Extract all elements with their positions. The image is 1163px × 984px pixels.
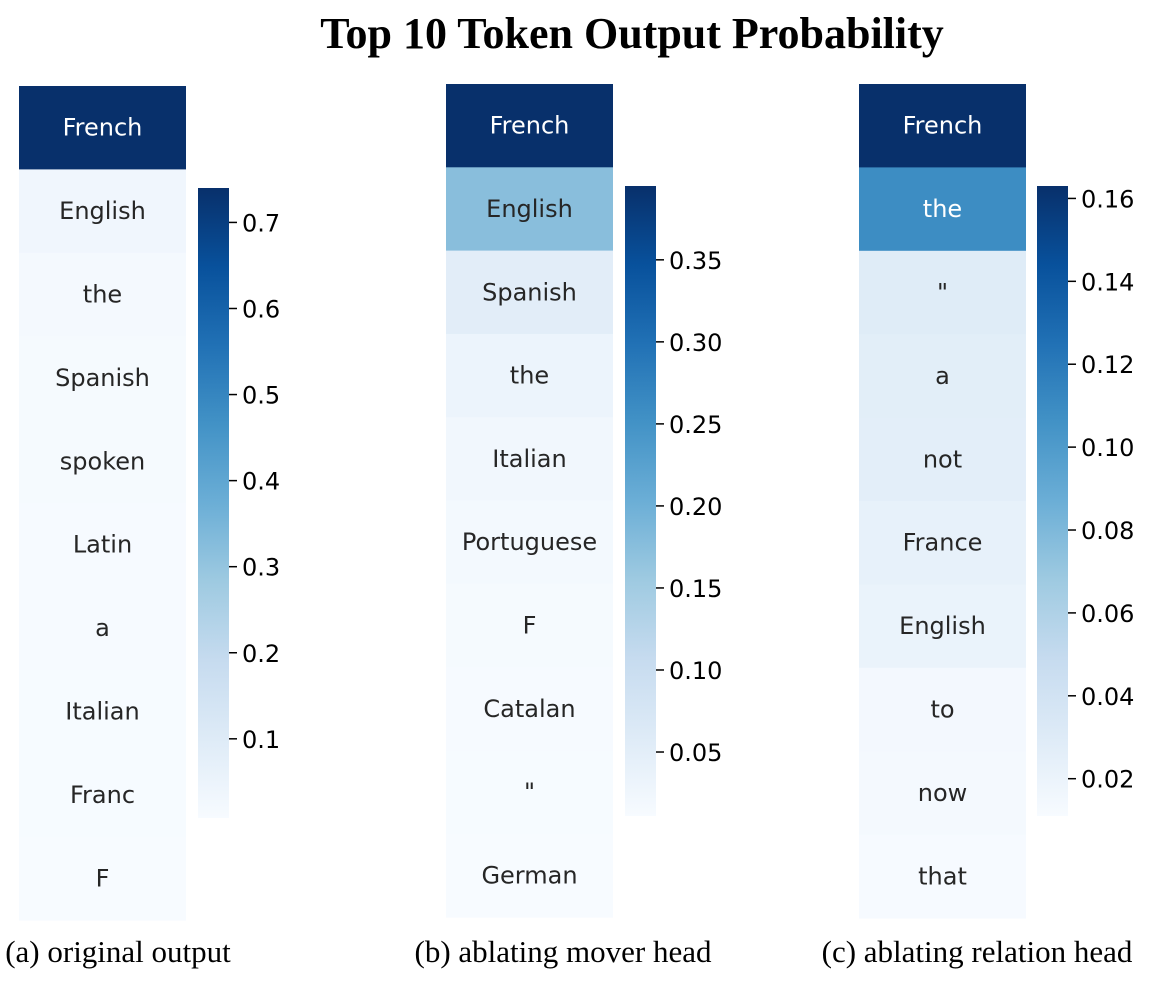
token-label: a [935, 362, 950, 390]
heatmap-cell [446, 750, 613, 835]
heatmap-cell [859, 751, 1026, 836]
token-label: Latin [73, 531, 132, 559]
colorbar-tick-label: 0.06 [1081, 600, 1134, 628]
token-label: spoken [60, 447, 145, 475]
subplot-caption: (c) ablating relation head [822, 934, 1133, 969]
heatmap-cell [19, 252, 186, 337]
heatmap-panel: French the " a not France English to now that 0.02… [822, 84, 1134, 969]
colorbar-tick-label: 0.3 [242, 554, 280, 582]
figure-title: Top 10 Token Output Probability [320, 9, 944, 58]
heatmap-cell [446, 833, 613, 918]
token-label: the [923, 195, 962, 223]
token-label: Spanish [55, 364, 150, 392]
token-label: Italian [65, 698, 139, 726]
colorbar [625, 186, 656, 816]
token-label: the [83, 281, 122, 309]
token-label: Italian [492, 445, 566, 473]
heatmap-cell [19, 336, 186, 421]
token-label: " [524, 778, 535, 806]
token-label: French [63, 114, 143, 142]
token-label: Portuguese [462, 528, 597, 556]
heatmap-cell [19, 669, 186, 754]
colorbar-tick-label: 0.16 [1081, 185, 1134, 213]
heatmap-cell [19, 753, 186, 838]
heatmap-cell [446, 500, 613, 585]
token-label: now [918, 779, 968, 807]
token-label: F [96, 864, 110, 892]
heatmap-cell [859, 834, 1026, 919]
heatmap-cell [859, 167, 1026, 252]
heatmap-cell [446, 84, 613, 168]
token-label: not [923, 445, 962, 473]
token-label: Franc [70, 781, 135, 809]
heatmap-cell [19, 836, 186, 921]
colorbar-tick-label: 0.10 [1081, 434, 1134, 462]
colorbar-tick-label: 0.10 [669, 657, 722, 685]
colorbar-tick-label: 0.1 [242, 726, 280, 754]
heatmap-cell [446, 583, 613, 668]
subplot-caption: (b) ablating mover head [415, 934, 712, 969]
heatmap-cell [859, 334, 1026, 419]
colorbar-tick-label: 0.02 [1081, 766, 1134, 794]
heatmap-cell [859, 501, 1026, 585]
token-label: English [59, 197, 146, 225]
subplot-caption: (a) original output [5, 934, 231, 969]
colorbar-tick-label: 0.14 [1081, 268, 1134, 296]
token-label: that [918, 862, 967, 890]
colorbar-tick-label: 0.4 [242, 468, 280, 496]
heatmap-cell [19, 169, 186, 254]
heatmap-cell [446, 417, 613, 502]
heatmap-cell [859, 417, 1026, 502]
token-label: French [490, 112, 570, 140]
heatmap-cell [446, 667, 613, 751]
colorbar-tick-label: 0.7 [242, 209, 280, 237]
colorbar [198, 188, 229, 818]
colorbar-tick-label: 0.12 [1081, 351, 1134, 379]
heatmap-cell [859, 667, 1026, 752]
heatmap-cell [446, 167, 613, 252]
heatmap-panel: French English Spanish the Italian Portuguese… [415, 84, 722, 969]
token-label: to [930, 696, 954, 724]
token-label: F [523, 611, 537, 639]
token-label: " [937, 279, 948, 307]
colorbar-tick-label: 0.30 [669, 329, 722, 357]
colorbar-tick-label: 0.20 [669, 493, 722, 521]
token-label: Spanish [482, 278, 577, 306]
colorbar-tick-label: 0.35 [669, 247, 722, 275]
colorbar-tick-label: 0.2 [242, 640, 280, 668]
heatmap-panel: French English the Spanish spoken Latin a Itali… [5, 86, 280, 969]
colorbar-tick-label: 0.25 [669, 411, 722, 439]
colorbar-tick-label: 0.5 [242, 382, 280, 410]
heatmap-cell [446, 250, 613, 335]
token-label: Catalan [483, 695, 575, 723]
colorbar-tick-label: 0.15 [669, 575, 722, 603]
token-label: English [486, 195, 573, 223]
heatmap-cell [19, 503, 186, 587]
heatmap-cell [19, 86, 186, 170]
token-label: the [510, 362, 549, 390]
heatmap-cell [859, 584, 1026, 669]
token-label: France [903, 529, 983, 557]
colorbar-tick-label: 0.08 [1081, 517, 1134, 545]
token-label: a [95, 614, 110, 642]
colorbar-tick-label: 0.6 [242, 295, 280, 323]
heatmap-cell [19, 586, 186, 671]
colorbar-tick-label: 0.05 [669, 739, 722, 767]
heatmap-cell [19, 419, 186, 504]
colorbar [1037, 186, 1068, 816]
colorbar-tick-label: 0.04 [1081, 683, 1134, 711]
token-label: German [481, 861, 577, 889]
heatmap-cell [859, 250, 1026, 335]
heatmap-cell [859, 84, 1026, 168]
heatmap-cell [446, 333, 613, 418]
token-label: French [903, 112, 983, 140]
token-label: English [899, 612, 986, 640]
